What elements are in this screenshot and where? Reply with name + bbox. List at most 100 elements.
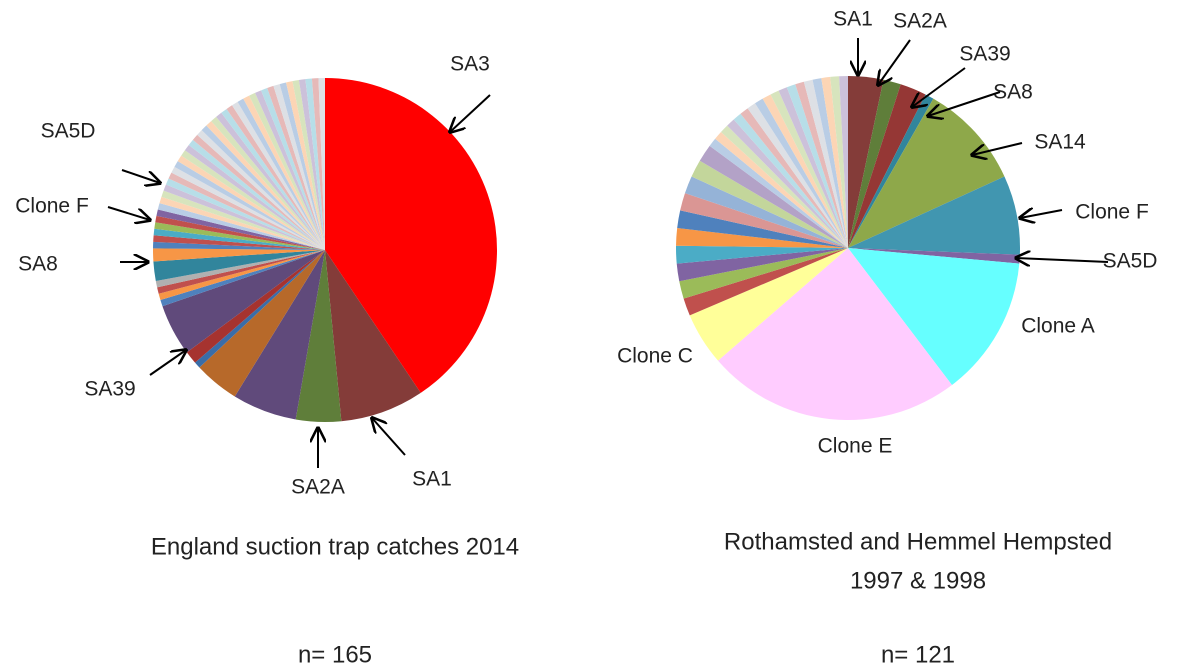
pie-slice [683, 248, 848, 316]
pie-slice [848, 248, 1020, 264]
pie-slice [153, 235, 325, 250]
pie-slice [153, 241, 325, 250]
slice-label: Clone F [15, 195, 89, 218]
pie-slice [311, 78, 325, 250]
arrow [107, 206, 150, 220]
pie-slice [186, 250, 325, 363]
arrow [912, 67, 966, 107]
pie-slice [292, 79, 325, 250]
pie-slice [273, 84, 325, 250]
arrow [450, 94, 491, 132]
pie-slice [226, 105, 325, 251]
pie-slice [699, 145, 848, 248]
pie-slice [192, 134, 325, 250]
slice-label: SA8 [18, 253, 58, 276]
pie-slice [680, 193, 848, 248]
pie-slice [261, 88, 325, 250]
pie-slice [720, 125, 848, 248]
arrow [928, 91, 1001, 116]
pie-slice [803, 79, 848, 249]
arrow [121, 169, 160, 183]
slice-label: SA3 [450, 53, 490, 76]
pie-slice [709, 138, 848, 248]
chart-title: England suction trap catches 2014 [151, 533, 519, 560]
pie-slice [675, 245, 848, 264]
chart-subtitle: 1997 & 1998 [850, 567, 986, 594]
pie-slice [174, 161, 325, 250]
pie-slice [255, 90, 325, 251]
pie-slice [168, 172, 325, 250]
pie-slice [165, 178, 325, 250]
pie-slice [715, 132, 848, 248]
pie-slice [740, 108, 848, 248]
pie-slice [770, 90, 848, 248]
pie-slice [232, 101, 325, 251]
pie-slice [684, 176, 848, 248]
pie-slice [157, 203, 325, 250]
pie-slice [795, 81, 848, 248]
chart-title: Rothamsted and Hemmel Hempsted [724, 528, 1112, 555]
pie-slice [197, 130, 325, 250]
pie-slice [154, 222, 325, 250]
pie-slice [158, 250, 325, 301]
pie-slice [153, 248, 325, 262]
arrow [149, 350, 186, 376]
slice-label: SA2A [893, 10, 947, 33]
slice-label: SA5D [1103, 250, 1158, 273]
pie-slice [157, 250, 325, 294]
pie-slice [249, 92, 325, 250]
slice-label: Clone C [617, 345, 693, 368]
pie-slice [821, 76, 848, 249]
slice-label: SA39 [84, 378, 135, 401]
pie-slice [830, 76, 848, 248]
slice-label: SA39 [959, 43, 1010, 66]
pie-slice [848, 98, 1005, 248]
pie-slice [691, 160, 848, 248]
arrow [878, 39, 911, 85]
slice-label: SA14 [1034, 131, 1086, 154]
pie-slice [848, 94, 934, 248]
pie-slice [286, 81, 325, 250]
pie-slice [155, 215, 325, 250]
pie-slice [755, 98, 848, 248]
slice-label: Clone E [818, 435, 893, 458]
pie-slice [163, 184, 325, 250]
pie-slice [325, 78, 498, 393]
pie-slice [162, 250, 325, 353]
pie-slice [848, 79, 901, 249]
pie-slice [206, 121, 325, 251]
pie-slice [211, 116, 325, 250]
pie-slice [848, 84, 926, 249]
pie-slice [848, 248, 1020, 386]
pie-slice [778, 87, 848, 248]
pie-slice [237, 98, 325, 250]
slice-label: SA1 [833, 8, 873, 31]
pie-slice [153, 228, 325, 250]
pie-slice [786, 84, 848, 249]
pie-slice [155, 250, 325, 288]
sample-size: n= 165 [298, 641, 372, 668]
pie-slice [199, 250, 325, 397]
pie-slice [762, 94, 848, 248]
pie-slice [195, 250, 325, 368]
pie-slice [839, 76, 848, 248]
pie-slice [267, 85, 325, 250]
pie-slice [160, 250, 325, 307]
pie-slice [733, 113, 848, 249]
pie-slice [679, 248, 848, 299]
pie-slice [325, 250, 421, 422]
pie-slice [727, 119, 848, 249]
pie-slice [848, 176, 1020, 255]
arrow [1020, 210, 1063, 218]
slice-label: SA1 [412, 468, 452, 491]
arrow [972, 142, 1023, 155]
slice-label: SA8 [993, 81, 1033, 104]
pie-slice [201, 125, 325, 250]
pie-slice [159, 196, 325, 250]
pie-slice [677, 210, 848, 248]
pie-slice [812, 78, 848, 248]
slice-label: Clone A [1021, 315, 1095, 338]
slice-label: Clone F [1075, 201, 1149, 224]
pie-slice [747, 103, 848, 249]
